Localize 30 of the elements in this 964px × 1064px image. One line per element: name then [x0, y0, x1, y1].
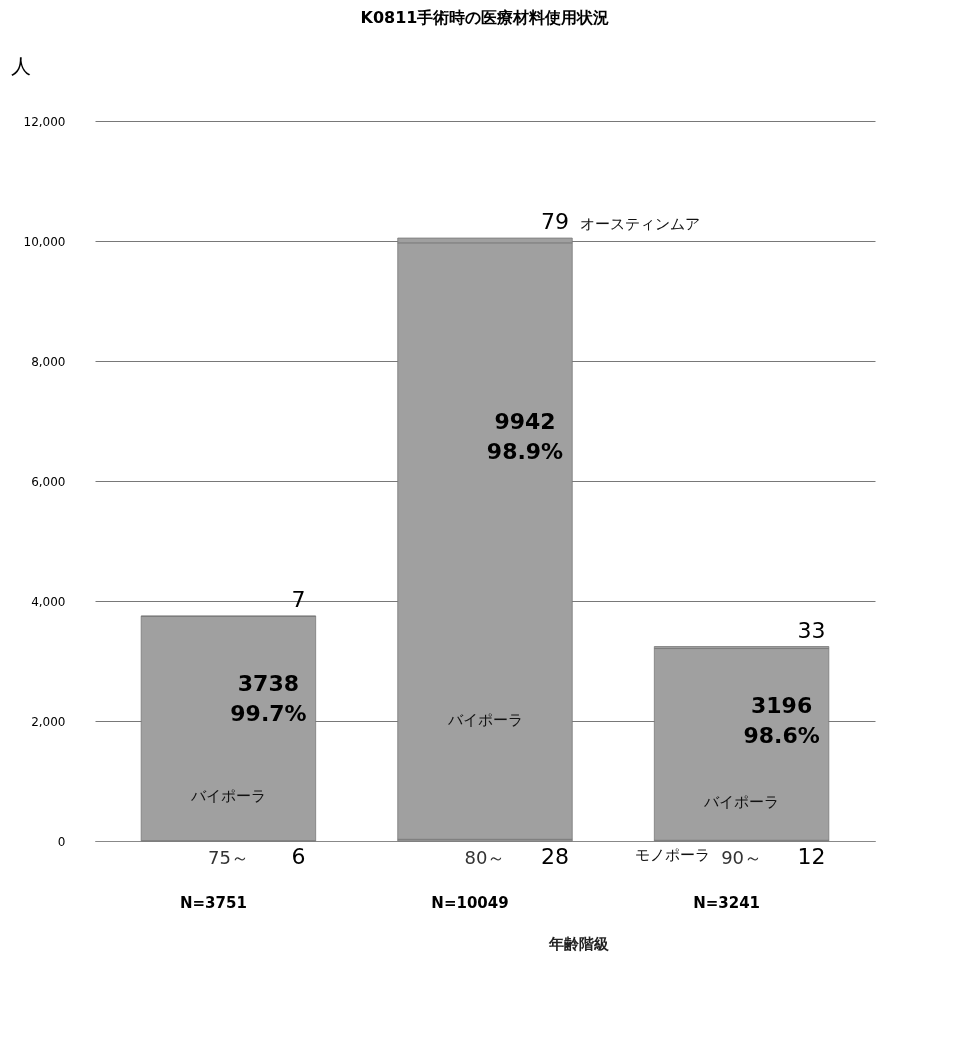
y-tick-label: 8,000: [31, 354, 66, 369]
data-label: 3738 99.7%: [230, 670, 307, 726]
x-tick-label: 75～: [207, 846, 249, 868]
y-tick-label: 6,000: [31, 474, 66, 489]
y-tick-label: 0: [57, 834, 66, 849]
data-label: 12: [797, 844, 826, 869]
data-label: 6: [291, 844, 306, 869]
data-label: 3196 98.6%: [743, 693, 820, 749]
text: N=10049: [431, 894, 509, 912]
y-tick-label: 2,000: [31, 714, 66, 729]
data-label: 28: [541, 844, 569, 869]
data-label: 7: [291, 586, 306, 612]
y-tick-label: 10,000: [23, 234, 66, 249]
text: N=3241: [693, 894, 761, 912]
chart-title: K0811手術時の医療材料使用状況: [360, 8, 610, 27]
text: バイポーラ: [190, 786, 266, 805]
series-label: モノポーラ: [635, 846, 710, 864]
series-label: オースティンムア: [580, 215, 700, 234]
y-axis-title: 人: [10, 53, 31, 78]
text: バイポーラ: [447, 711, 523, 730]
y-tick-label: 12,000: [23, 114, 66, 129]
data-label: 79: [541, 209, 569, 235]
series-label: バイポーラ: [703, 792, 780, 811]
text: N=3751: [179, 894, 247, 912]
x-tick-label: 90～: [721, 846, 763, 868]
y-tick-label: 4,000: [31, 594, 66, 609]
x-tick-label: 80～: [464, 846, 506, 868]
data-label: 9942 98.9%: [486, 408, 564, 464]
data-label: 33: [797, 617, 826, 643]
x-axis-title: 年齢階級: [548, 934, 611, 953]
